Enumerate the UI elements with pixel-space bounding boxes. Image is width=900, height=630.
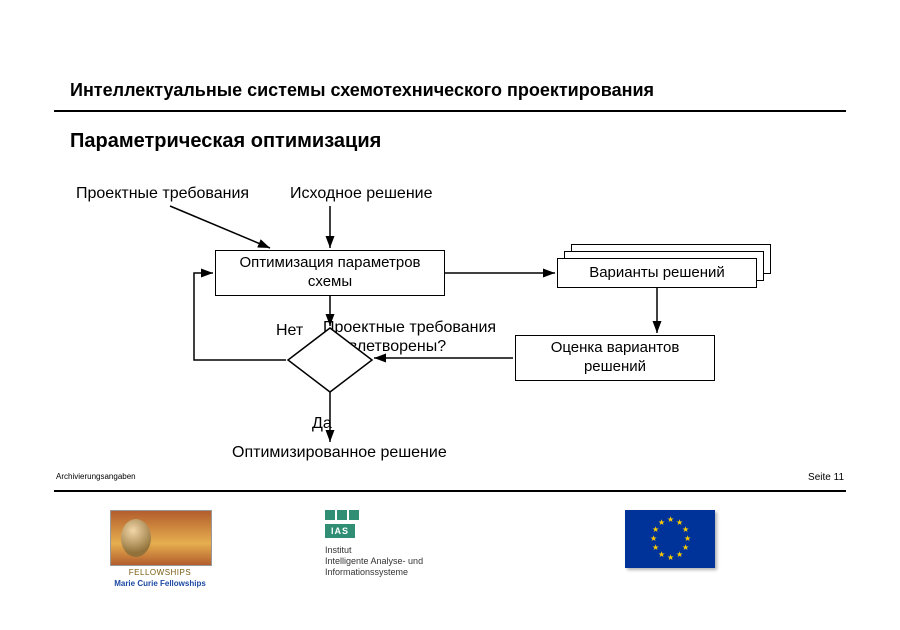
logo-marie-curie-line1: FELLOWSHIPS	[110, 568, 210, 577]
label-yes: Да	[312, 415, 332, 433]
node-optimize-text: Оптимизация параметров схемы	[218, 254, 442, 292]
page-subtitle: Параметрическая оптимизация	[70, 130, 381, 153]
logo-eu-flag: ★ ★ ★ ★ ★ ★ ★ ★ ★ ★ ★ ★	[625, 510, 715, 568]
node-evaluate: Оценка вариантов решений	[515, 335, 715, 381]
node-optimize: Оптимизация параметров схемы	[215, 250, 445, 296]
divider-bottom	[54, 490, 846, 492]
label-decision: Проектные требования удовлетворены?	[323, 318, 513, 356]
logo-ias-text1: Institut	[325, 545, 352, 555]
logo-ias: IAS Institut Intelligente Analyse- und I…	[325, 510, 505, 577]
node-evaluate-text: Оценка вариантов решений	[518, 339, 712, 377]
divider-top	[54, 110, 846, 112]
logo-marie-curie: FELLOWSHIPS Marie Curie Fellowships	[110, 510, 210, 588]
footer-archive-label: Archivierungsangaben	[56, 472, 136, 481]
logo-ias-text: Institut Intelligente Analyse- und Infor…	[325, 545, 505, 577]
eu-stars: ★ ★ ★ ★ ★ ★ ★ ★ ★ ★ ★ ★	[650, 519, 690, 559]
logo-marie-curie-line2: Marie Curie Fellowships	[110, 579, 210, 588]
node-variants-text: Варианты решений	[589, 264, 725, 283]
node-variants: Варианты решений	[557, 258, 757, 288]
page-title: Интеллектуальные системы схемотехническо…	[70, 80, 654, 101]
logo-ias-squares	[325, 510, 505, 520]
label-requirements: Проектные требования	[76, 185, 249, 203]
logo-ias-badge: IAS	[325, 524, 355, 538]
label-result: Оптимизированное решение	[232, 444, 447, 462]
slide: Интеллектуальные системы схемотехническо…	[0, 0, 900, 630]
label-no: Нет	[276, 322, 303, 340]
logo-marie-curie-graphic	[110, 510, 212, 566]
footer-page-number: Seite 11	[808, 472, 844, 483]
logo-ias-text2: Intelligente Analyse- und	[325, 556, 423, 566]
logo-ias-text3: Informationssysteme	[325, 567, 408, 577]
eu-flag-bg: ★ ★ ★ ★ ★ ★ ★ ★ ★ ★ ★ ★	[625, 510, 715, 568]
label-initial: Исходное решение	[290, 185, 432, 203]
